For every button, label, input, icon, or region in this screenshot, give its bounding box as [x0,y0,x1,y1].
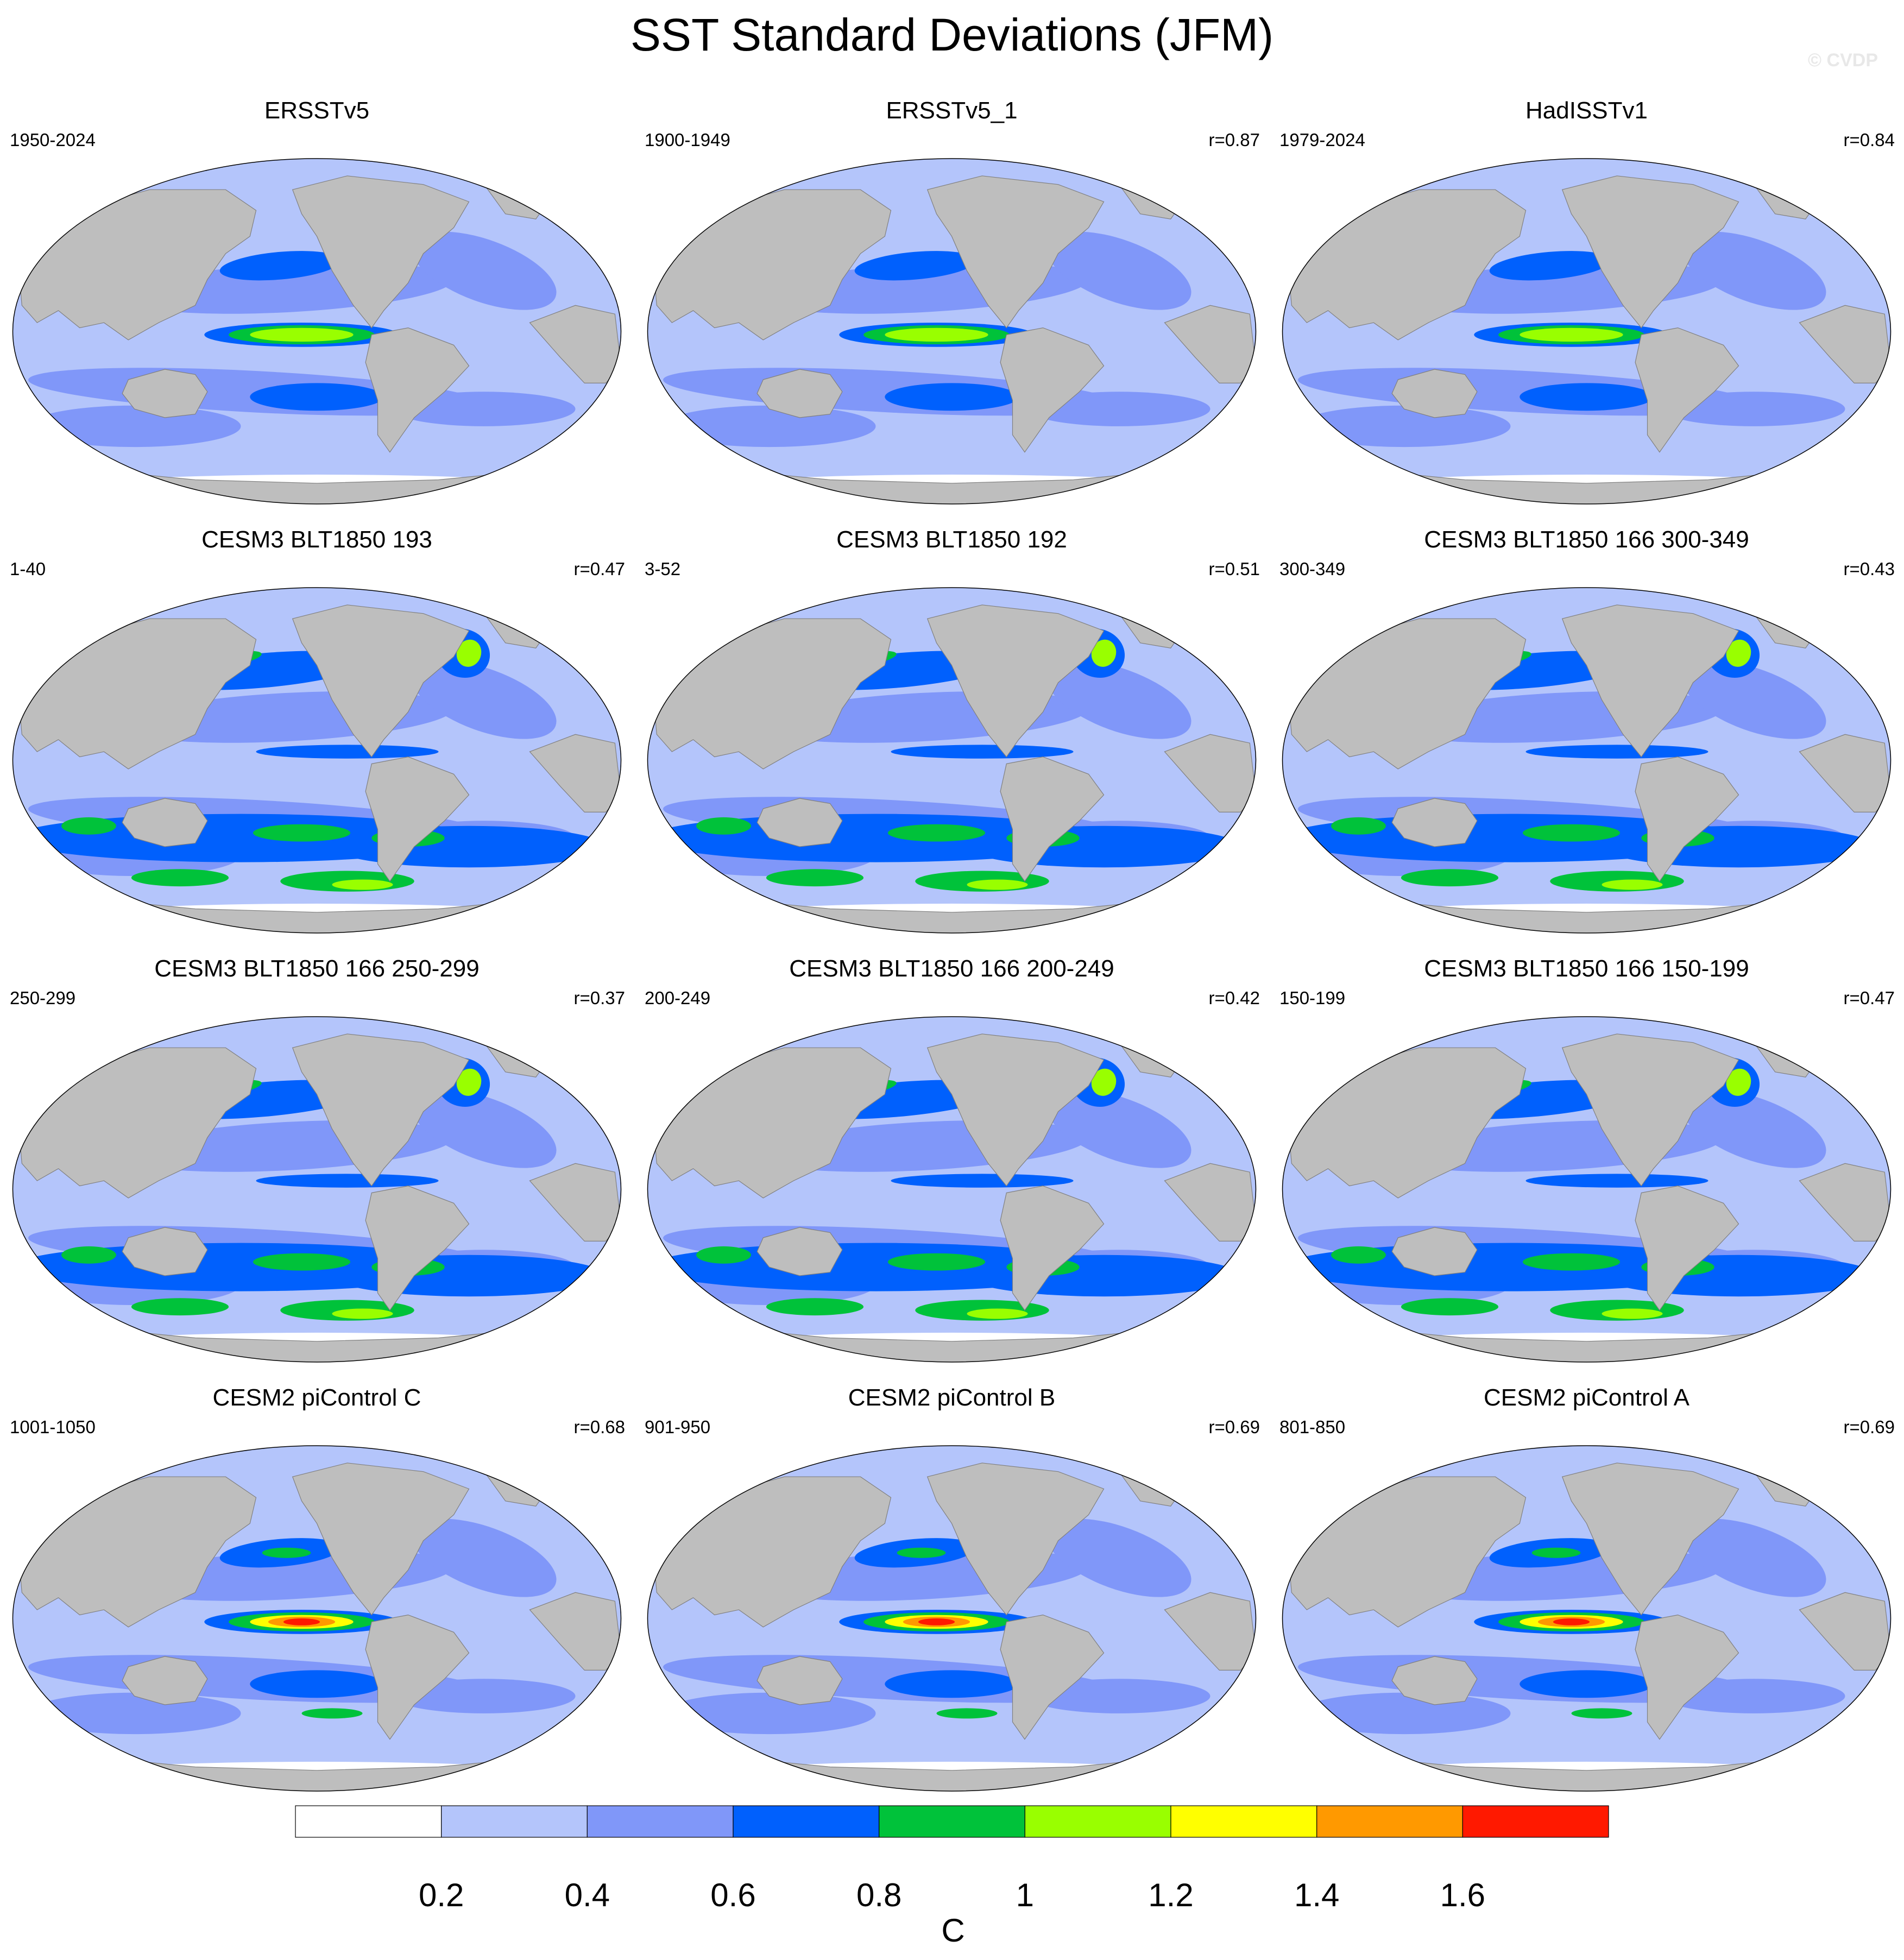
sst-map [12,587,622,934]
panel-correlation: r=0.87 [1208,130,1260,150]
panel-title: ERSSTv5 [264,97,370,124]
colorbar-tick-label: 1.2 [1148,1877,1194,1913]
panel-correlation: r=0.47 [1843,988,1895,1008]
panel-period: 1950-2024 [10,130,96,150]
map-panel: CESM3 BLT1850 192 3-52 r=0.51 [635,526,1269,955]
panel-correlation: r=0.42 [1208,988,1260,1008]
sst-map [647,158,1257,505]
panel-correlation: r=0.47 [573,559,626,579]
map-panel: ERSSTv5_1 1900-1949 r=0.87 [635,97,1269,526]
panel-correlation: r=0.69 [1208,1417,1260,1437]
sst-map [647,587,1257,934]
panel-correlation: r=0.37 [573,988,626,1008]
panel-correlation: r=0.68 [573,1417,626,1437]
map-panel: CESM2 piControl A 801-850 r=0.69 [1270,1384,1903,1813]
panel-period: 1979-2024 [1279,130,1365,150]
panel-period: 801-850 [1279,1417,1346,1437]
panel-period: 150-199 [1279,988,1346,1008]
colorbar-tick-label: 0.6 [710,1877,756,1913]
panel-period: 901-950 [645,1417,711,1437]
colorbar-unit-label: C [941,1912,965,1949]
map-panel: CESM2 piControl C 1001-1050 r=0.68 [0,1384,634,1813]
sst-map [1282,587,1892,934]
sst-map [1282,1016,1892,1363]
panel-period: 300-349 [1279,559,1346,579]
panel-title: ERSSTv5_1 [886,97,1018,124]
panel-correlation: r=0.43 [1843,559,1895,579]
sst-map [12,158,622,505]
panel-title: CESM3 BLT1850 166 150-199 [1424,955,1749,982]
map-panel: ERSSTv5 1950-2024 [0,97,634,526]
watermark: © CVDP [1808,50,1878,71]
sst-map [1282,158,1892,505]
panel-title: CESM3 BLT1850 166 250-299 [154,955,480,982]
panel-period: 3-52 [645,559,681,579]
map-panel: CESM3 BLT1850 166 250-299 250-299 r=0.37 [0,955,634,1384]
panel-title: CESM2 piControl A [1483,1384,1690,1411]
colorbar-tick-label: 0.4 [564,1877,610,1913]
map-panel: CESM3 BLT1850 166 200-249 200-249 r=0.42 [635,955,1269,1384]
panel-title: CESM2 piControl C [212,1384,421,1411]
colorbar-tick-label: 1.4 [1294,1877,1340,1913]
panel-period: 1001-1050 [10,1417,96,1437]
panel-period: 1-40 [10,559,46,579]
panel-title: CESM3 BLT1850 193 [201,526,432,553]
sst-map [1282,1445,1892,1792]
panel-correlation: r=0.51 [1208,559,1260,579]
panel-period: 1900-1949 [645,130,730,150]
panel-period: 250-299 [10,988,76,1008]
colorbar-tick-label: 0.2 [418,1877,464,1913]
panel-title: CESM3 BLT1850 192 [836,526,1067,553]
colorbar-tick-label: 0.8 [856,1877,902,1913]
panel-correlation: r=0.84 [1843,130,1895,150]
panel-title: CESM3 BLT1850 166 200-249 [789,955,1114,982]
figure-title: SST Standard Deviations (JFM) [630,9,1274,60]
map-panel: CESM3 BLT1850 166 300-349 300-349 r=0.43 [1270,526,1903,955]
colorbar-tick-label: 1 [1016,1877,1034,1913]
panel-title: CESM3 BLT1850 166 300-349 [1424,526,1749,553]
panel-title: HadISSTv1 [1525,97,1648,124]
sst-map [647,1016,1257,1363]
map-panel: CESM3 BLT1850 193 1-40 r=0.47 [0,526,634,955]
sst-map [12,1445,622,1792]
panel-correlation: r=0.69 [1843,1417,1895,1437]
sst-map [12,1016,622,1363]
panel-title: CESM2 piControl B [848,1384,1056,1411]
colorbar-tick-label: 1.6 [1440,1877,1486,1913]
map-panel: CESM2 piControl B 901-950 r=0.69 [635,1384,1269,1813]
sst-map [647,1445,1257,1792]
map-panel: HadISSTv1 1979-2024 r=0.84 [1270,97,1903,526]
map-panel: CESM3 BLT1850 166 150-199 150-199 r=0.47 [1270,955,1903,1384]
panel-period: 200-249 [645,988,711,1008]
